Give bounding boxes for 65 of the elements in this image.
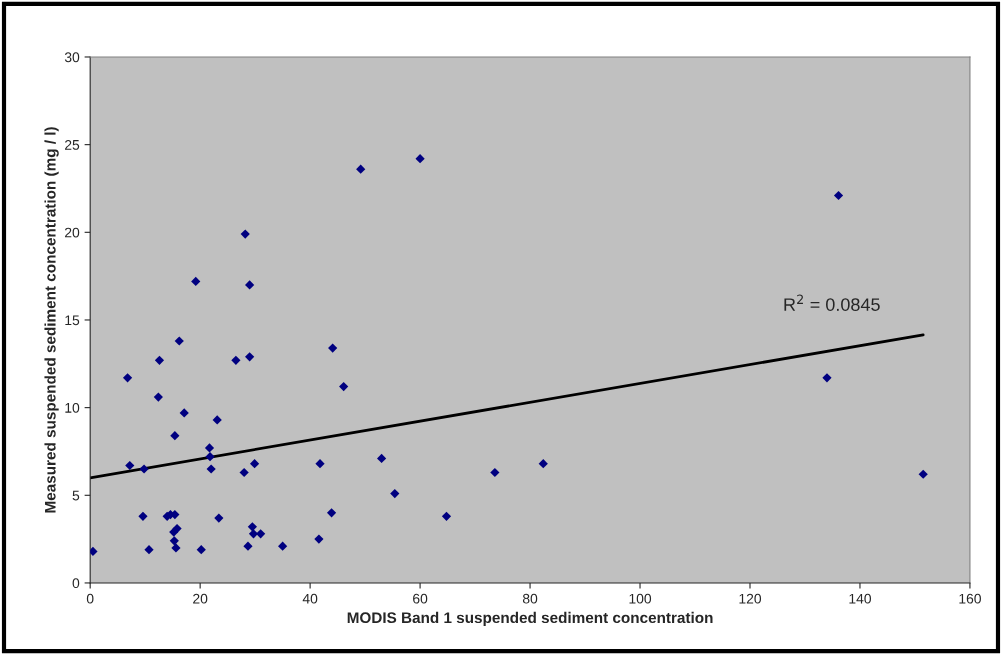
point (441, 511, 452, 521)
x-tick-label: 120 (739, 593, 762, 604)
point (191, 276, 201, 286)
y-tick-label: 25 (65, 139, 80, 150)
point (490, 467, 500, 478)
x-axis-title: MODIS Band 1 suspended sediment concentration (347, 611, 713, 627)
point (174, 336, 184, 346)
point (339, 381, 349, 392)
x-tick-label: 80 (522, 593, 538, 604)
point (240, 229, 250, 239)
point (239, 467, 249, 478)
point (90, 546, 98, 556)
point (315, 459, 325, 469)
annotation: R$^{2}$ = 0.0845 (784, 294, 880, 311)
point (243, 541, 253, 551)
point (278, 541, 288, 551)
point (833, 190, 844, 201)
y-tick-label: 5 (72, 490, 80, 501)
point (179, 408, 189, 418)
point (314, 534, 324, 544)
y-tick-label: 30 (64, 52, 80, 63)
point (153, 392, 163, 402)
y-tick-label: 20 (65, 227, 80, 238)
y-tick-label: 0 (72, 578, 80, 589)
x-tick-label: 40 (302, 593, 318, 604)
point (822, 373, 832, 383)
point (170, 431, 180, 441)
x-tick-label: 0 (86, 593, 94, 604)
point (171, 543, 181, 553)
x-tick-label: 20 (193, 593, 208, 604)
point (172, 523, 182, 534)
point (144, 545, 154, 555)
x-tick-label: 60 (413, 593, 428, 604)
point (204, 443, 215, 453)
y-tick-label: 15 (65, 315, 80, 326)
point (139, 464, 149, 474)
point (356, 164, 366, 174)
point (206, 464, 216, 474)
point (125, 460, 135, 471)
point (245, 352, 255, 362)
point (415, 154, 425, 164)
point (138, 511, 148, 521)
point (249, 459, 260, 469)
point (196, 545, 206, 555)
point (328, 343, 338, 353)
point (918, 469, 928, 479)
point (376, 453, 387, 464)
point (231, 355, 241, 365)
point (326, 508, 337, 518)
point (247, 522, 257, 532)
x-tick-label: 100 (629, 593, 652, 604)
point (122, 373, 133, 383)
point (169, 536, 179, 546)
point (538, 459, 548, 469)
point (154, 355, 165, 365)
y-axis-title: Measured suspended sediment concentration (mg / l) (44, 127, 59, 513)
x-tick-label: 140 (849, 593, 872, 604)
point (214, 513, 224, 523)
point (205, 452, 215, 462)
point (256, 529, 266, 539)
x-tick-label: 160 (959, 593, 981, 604)
point (212, 415, 222, 425)
point (390, 488, 400, 499)
y-tick-label: 10 (65, 402, 80, 413)
point (245, 280, 255, 290)
